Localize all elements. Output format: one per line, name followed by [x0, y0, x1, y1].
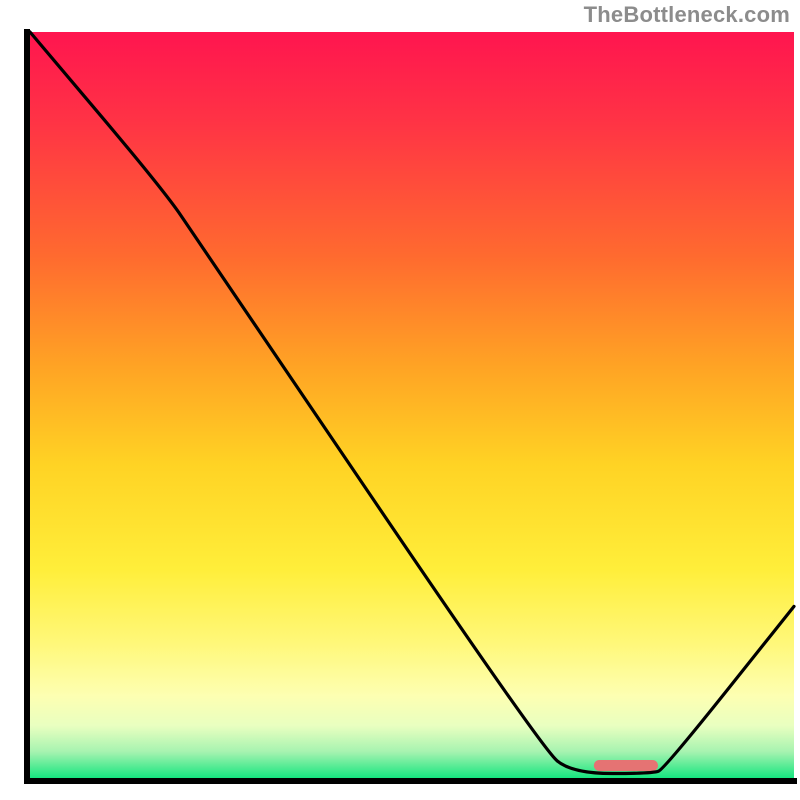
watermark-text: TheBottleneck.com: [584, 2, 790, 28]
optimal-range-marker: [594, 760, 658, 771]
chart-container: { "watermark": { "text": "TheBottleneck.…: [0, 0, 800, 800]
bottleneck-chart: [0, 0, 800, 800]
plot-background: [30, 32, 794, 778]
